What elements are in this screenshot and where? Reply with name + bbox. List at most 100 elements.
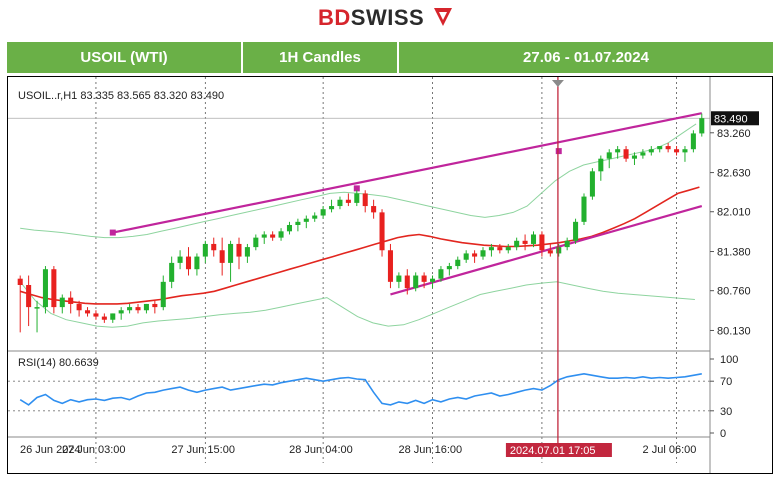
- rsi-axis-ticks: 100 70 30 0: [710, 354, 738, 440]
- time-tick-label: 27 Jun 15:00: [171, 444, 235, 456]
- candle-body: [480, 250, 486, 257]
- candle-body: [286, 225, 292, 232]
- candle-body: [530, 234, 537, 244]
- candle-body: [446, 266, 452, 270]
- crosshair-time-label: 2024.07.01 17:05: [510, 445, 596, 457]
- bollinger-upper-line: [20, 123, 697, 239]
- candle-body: [539, 234, 545, 251]
- candle-body: [219, 250, 225, 263]
- candle-body: [514, 240, 520, 248]
- price-info-label: USOIL..r,H1 83.335 83.565 83.320 83.490: [18, 90, 224, 102]
- candle-body: [598, 158, 604, 172]
- candle-body: [522, 240, 528, 244]
- candle-body: [615, 149, 621, 153]
- grid-lines: [8, 77, 710, 463]
- candle-body: [169, 262, 175, 282]
- candle-body: [68, 297, 74, 304]
- crosshair-time-box: [505, 443, 612, 457]
- period-label: 27.06 - 01.07.2024: [399, 42, 773, 73]
- bollinger-lower-line: [19, 281, 695, 328]
- candle-body: [228, 243, 234, 263]
- candle-body: [211, 243, 217, 251]
- brand-name: SWISS: [350, 5, 425, 30]
- channel-anchor: [353, 185, 360, 192]
- candle-body: [143, 303, 149, 311]
- candle-body: [413, 275, 419, 289]
- channel-upper-line: [112, 112, 703, 234]
- price-axis-ticks: 83.260 82.630 82.010 81.380 80.760 80.130: [710, 128, 751, 337]
- candle-body: [93, 313, 99, 317]
- candle-body: [278, 231, 284, 238]
- candle-body: [202, 243, 208, 257]
- time-tick-label: 27 Jun 03:00: [62, 444, 126, 456]
- candle-body: [185, 256, 192, 270]
- candle-body: [488, 247, 494, 251]
- candle-body: [606, 152, 612, 159]
- candle-body: [623, 149, 629, 159]
- crosshair: 2024.07.01 17:05: [505, 77, 612, 457]
- chart-frame: USOIL..r,H1 83.335 83.565 83.320 83.490 …: [7, 76, 773, 474]
- candle-body: [665, 146, 671, 150]
- moving-average-line: [19, 186, 700, 305]
- candle-body: [657, 146, 663, 150]
- candle-body: [505, 247, 511, 251]
- candle-body: [85, 310, 91, 314]
- candle-body: [261, 234, 267, 238]
- time-tick-label: 2 Jul 06:00: [643, 444, 697, 456]
- candle-body: [303, 218, 309, 222]
- candle-body: [564, 240, 570, 248]
- timeframe-label: 1H Candles: [243, 42, 399, 73]
- candle-body: [270, 234, 276, 238]
- time-tick-label: 28 Jun 04:00: [289, 444, 353, 456]
- candle-body: [337, 199, 343, 207]
- candle-body: [312, 215, 318, 219]
- rsi-tick-label: 70: [720, 376, 732, 388]
- candle-body: [34, 307, 40, 309]
- time-tick-label: 26 Jun 2024: [20, 444, 81, 456]
- candle-body: [152, 303, 158, 308]
- trend-channel: [109, 112, 703, 296]
- price-chart: USOIL..r,H1 83.335 83.565 83.320 83.490 …: [8, 77, 759, 473]
- last-price-tag: [711, 111, 759, 126]
- candle-body: [682, 149, 688, 153]
- candle-body: [438, 269, 444, 279]
- candle-body: [396, 275, 402, 282]
- candle-body: [118, 310, 124, 314]
- candle-body: [640, 152, 646, 156]
- channel-lower-line: [390, 204, 703, 296]
- last-price-marker: 83.490: [711, 111, 759, 126]
- candle-body: [404, 275, 410, 289]
- candle-body: [76, 303, 82, 311]
- candle-body: [674, 149, 680, 153]
- candle-body: [320, 209, 326, 216]
- candle-body: [631, 155, 637, 159]
- candle-body: [236, 243, 242, 257]
- candle-body: [51, 269, 57, 308]
- price-tick-label: 82.010: [717, 207, 751, 219]
- candle-body: [690, 133, 696, 150]
- price-tick-label: 81.380: [717, 247, 751, 259]
- rsi-tick-label: 0: [720, 428, 726, 440]
- candle-body: [135, 307, 141, 311]
- price-tick-label: 82.630: [717, 168, 751, 180]
- candle-body: [101, 316, 107, 320]
- instrument-label: USOIL (WTI): [7, 42, 243, 73]
- candle-body: [253, 237, 259, 248]
- candle-body: [295, 221, 301, 225]
- candle-body: [573, 221, 579, 241]
- candle-body: [455, 259, 461, 267]
- rsi-label: RSI(14) 80.6639: [18, 357, 99, 369]
- time-tick-label: 28 Jun 16:00: [399, 444, 463, 456]
- candle-body: [699, 118, 705, 134]
- candle-body: [556, 247, 562, 254]
- channel-anchor: [555, 148, 562, 155]
- candle-body: [547, 250, 553, 254]
- candle-series: [17, 113, 705, 333]
- bollinger-bands: [19, 123, 697, 328]
- price-tick-label: 80.130: [717, 325, 751, 337]
- candle-body: [354, 193, 360, 203]
- candle-body: [387, 250, 393, 282]
- rsi-line: [19, 372, 702, 406]
- rsi-tick-label: 30: [720, 406, 732, 418]
- candle-body: [430, 278, 436, 282]
